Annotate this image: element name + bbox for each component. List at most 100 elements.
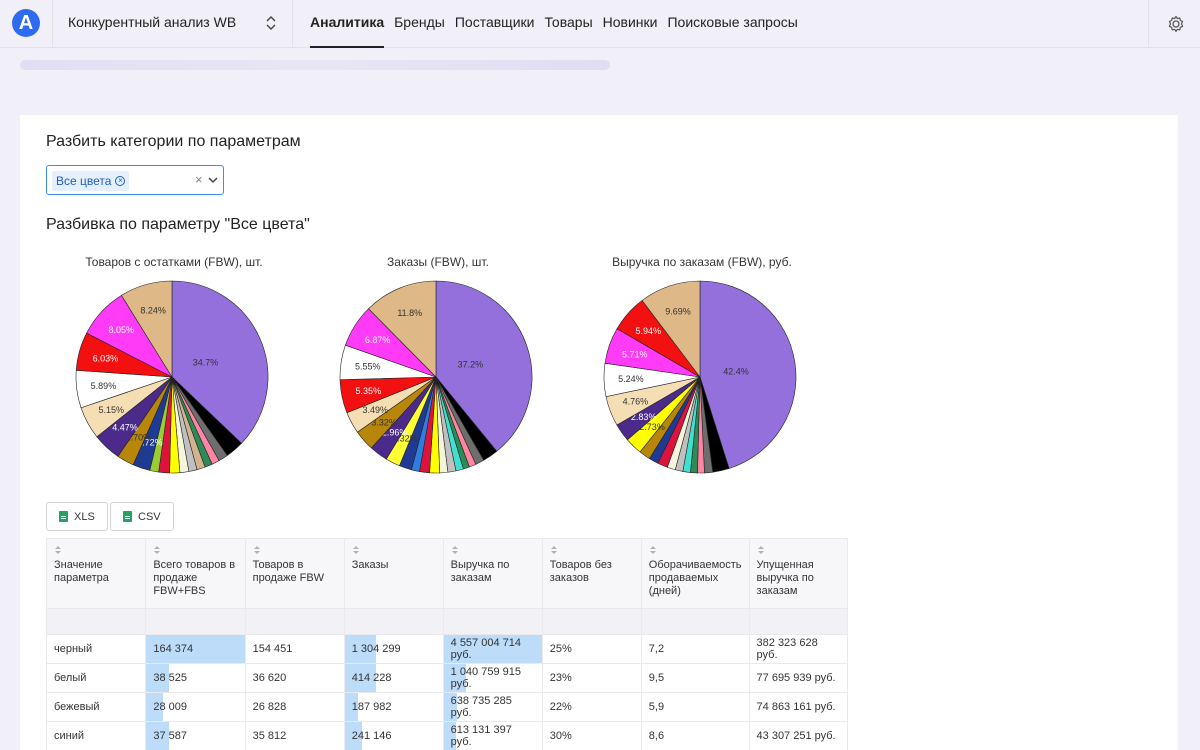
pie-slice[interactable] [641,280,701,378]
table-row[interactable]: бежевый 28 009 26 828 187 982 638 735 285 ру… [45,692,849,722]
sort-icon[interactable] [649,545,657,555]
filter-cell[interactable] [45,608,147,635]
parameter-select[interactable]: Все цвета × × [46,165,224,195]
chevron-updown-icon[interactable] [264,13,278,33]
chevron-down-icon[interactable] [208,174,218,186]
cell-text: 28 009 [153,701,187,713]
nav-new-items[interactable]: Новинки [602,14,658,30]
cell-text: 7,2 [648,643,665,655]
table-cell: 25% [541,634,642,664]
export-csv-label: CSV [138,510,161,523]
column-header[interactable]: Значение параметра [45,538,147,609]
value-bar [443,722,457,750]
pie-slice-label: 2.32% [392,434,418,444]
nav-brands[interactable]: Бренды [394,14,445,30]
cell-text: 154 451 [252,643,293,655]
project-selector[interactable]: Конкурентный анализ WB [68,14,237,30]
table-cell: 28 009 [145,692,246,722]
table-cell: 414 228 [343,663,444,693]
pie-slice[interactable] [121,280,173,379]
table-cell: 35 812 [244,721,345,750]
sort-icon[interactable] [550,545,558,555]
pie-slice-label: 2.83% [631,412,657,422]
chip-remove-icon[interactable]: × [115,176,126,186]
export-csv-button[interactable]: CSV [110,502,174,531]
pie-slice-label: 9.69% [665,306,691,316]
value-bar [146,635,245,663]
nav-suppliers[interactable]: Поставщики [454,14,535,30]
gear-icon[interactable] [1166,14,1186,34]
table-cell: 74 863 161 руб. [748,692,849,722]
column-header[interactable]: Оборачиваемость продаваемых (дней) [640,538,750,609]
blurred-breadcrumb [20,60,610,70]
cell-text: 22% [549,701,572,713]
cell-text: 638 735 285 руб. [450,695,512,719]
column-header[interactable]: Всего товаров в продаже FBW+FBS [145,538,246,609]
export-xls-button[interactable]: XLS [46,502,108,531]
value-bar [146,664,169,692]
cell-text: 77 695 939 руб. [756,672,836,684]
spreadsheet-icon [123,511,132,522]
cell-text: 187 982 [351,701,392,713]
cell-text: 1 040 759 915 руб. [450,666,521,690]
cell-text: белый [54,672,87,684]
pie-slice-label: 5.24% [618,374,644,384]
app-logo[interactable]: A [12,9,40,37]
cell-text: 37 587 [153,730,187,742]
filter-cell[interactable] [343,608,444,635]
column-header[interactable]: Товаров без заказов [541,538,642,609]
table-row[interactable]: белый 38 525 36 620 414 228 1 040 759 915 ру… [45,663,849,693]
pie-slice[interactable] [699,280,797,469]
column-header[interactable]: Заказы [343,538,444,609]
nav-analytics[interactable]: Аналитика [310,0,385,48]
analytics-card: Разбить категории по параметрам Все цвет… [20,115,1178,750]
filter-cell[interactable] [145,608,246,635]
table-cell: 241 146 [343,721,444,750]
pie-slice-label: 4.47% [112,423,138,433]
divider [1148,0,1149,48]
filter-cell[interactable] [442,608,543,635]
table-row[interactable]: черный 164 374 154 451 1 304 299 4 557 004 7… [45,634,849,664]
pie-slice[interactable] [171,280,269,444]
selected-chip[interactable]: Все цвета × [52,171,130,191]
cell-text: 241 146 [351,730,392,742]
pie-svg: 37.2% 2.32%2.96%3.32% 3.49% 5.35% 5.55% 6.87%… [339,280,533,474]
pie-slice-label: 2.70% [126,432,152,442]
table-cell: 382 323 628 руб. [748,634,849,664]
pie-slice[interactable] [368,280,437,378]
pie-slice-label: 11.8% [397,308,422,318]
pie-slice-label: 42.4% [723,366,749,376]
cell-text: синий [54,730,85,742]
filter-cell[interactable] [748,608,849,635]
pie-chart-revenue: Выручка по заказам (FBW), руб. 42.4% 2.73… [572,255,832,495]
value-bar [146,722,169,750]
cell-text: 35 812 [252,730,287,742]
nav-search-queries[interactable]: Поисковые запросы [667,14,798,30]
filter-cell[interactable] [244,608,345,635]
cell-text: 9,5 [648,672,665,684]
column-header[interactable]: Упущенная выручка по заказам [748,538,849,609]
sort-icon[interactable] [54,545,62,555]
pie-svg: 34.7% 2.72%2.70%4.47% 5.15% 5.89% 6.03% 8.05%… [75,280,269,474]
sort-icon[interactable] [253,545,261,555]
pie-slice-label: 5.89% [91,381,117,391]
table-row[interactable]: синий 37 587 35 812 241 146 613 131 397 руб.… [45,721,849,750]
sort-icon[interactable] [757,545,765,555]
pie-slice[interactable] [435,280,533,452]
table-cell: 164 374 [145,634,246,664]
table-cell: 1 304 299 [343,634,444,664]
table-cell: 187 982 [343,692,444,722]
nav-products[interactable]: Товары [544,14,593,30]
column-header[interactable]: Товаров в продаже FBW [244,538,345,609]
filter-cell[interactable] [541,608,642,635]
sort-icon[interactable] [451,545,459,555]
cell-text: 30% [549,730,572,742]
sort-icon[interactable] [352,545,360,555]
pie-slice-label: 4.76% [623,397,649,407]
table-cell: 37 587 [145,721,246,750]
filter-cell[interactable] [640,608,750,635]
clear-icon[interactable]: × [195,172,203,187]
column-header[interactable]: Выручка по заказам [442,538,543,609]
sort-icon[interactable] [153,545,161,555]
filter-row [45,608,849,635]
